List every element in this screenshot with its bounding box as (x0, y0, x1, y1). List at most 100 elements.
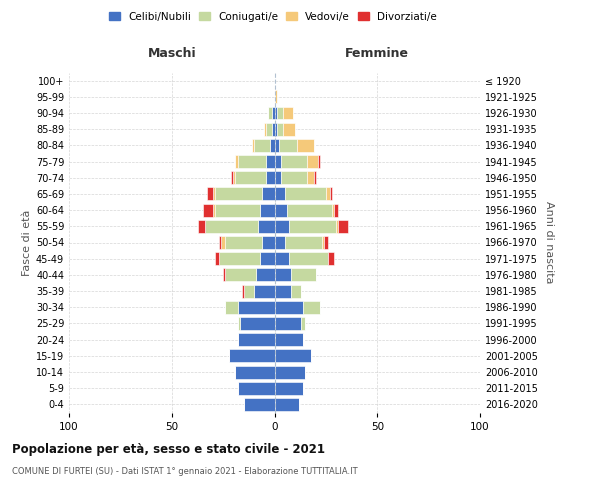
Bar (275, 398, 299, 411)
Bar (225, 268, 256, 281)
Bar (283, 122, 295, 136)
Bar (275, 333, 303, 346)
Bar (238, 382, 275, 394)
Bar (252, 139, 254, 152)
Bar (275, 284, 291, 298)
Bar (258, 220, 275, 233)
Bar (266, 155, 275, 168)
Bar (289, 252, 328, 265)
Legend: Celibi/Nubili, Coniugati/e, Vedovi/e, Divorziati/e: Celibi/Nubili, Coniugati/e, Vedovi/e, Di… (105, 8, 441, 26)
Bar (324, 236, 328, 249)
Bar (260, 204, 275, 216)
Bar (336, 220, 338, 233)
Bar (314, 172, 316, 184)
Bar (268, 106, 272, 120)
Bar (260, 252, 275, 265)
Bar (272, 106, 275, 120)
Bar (285, 188, 326, 200)
Bar (322, 236, 324, 249)
Bar (275, 106, 277, 120)
Y-axis label: Anni di nascita: Anni di nascita (544, 201, 554, 283)
Bar (275, 172, 281, 184)
Bar (275, 382, 303, 394)
Y-axis label: Fasce di età: Fasce di età (22, 210, 32, 276)
Bar (275, 220, 289, 233)
Bar (275, 122, 277, 136)
Bar (264, 122, 266, 136)
Bar (219, 236, 221, 249)
Bar (238, 155, 266, 168)
Bar (206, 188, 213, 200)
Bar (285, 236, 322, 249)
Bar (221, 236, 225, 249)
Bar (283, 106, 293, 120)
Bar (235, 172, 266, 184)
Bar (244, 398, 275, 411)
Bar (275, 252, 289, 265)
Bar (307, 172, 314, 184)
Bar (278, 139, 297, 152)
Bar (338, 220, 349, 233)
Bar (271, 139, 275, 152)
Bar (275, 188, 285, 200)
Bar (307, 155, 317, 168)
Bar (262, 188, 275, 200)
Text: Femmine: Femmine (345, 46, 409, 60)
Bar (291, 284, 301, 298)
Bar (225, 236, 262, 249)
Bar (297, 139, 314, 152)
Bar (229, 350, 275, 362)
Bar (317, 155, 320, 168)
Bar (213, 204, 215, 216)
Bar (275, 236, 285, 249)
Bar (277, 122, 283, 136)
Bar (235, 155, 238, 168)
Bar (238, 317, 239, 330)
Bar (303, 301, 320, 314)
Bar (334, 204, 338, 216)
Bar (275, 350, 311, 362)
Bar (287, 204, 332, 216)
Bar (215, 252, 219, 265)
Bar (215, 188, 262, 200)
Bar (203, 204, 213, 216)
Bar (205, 220, 258, 233)
Text: COMUNE DI FURTEI (SU) - Dati ISTAT 1° gennaio 2021 - Elaborazione TUTTITALIA.IT: COMUNE DI FURTEI (SU) - Dati ISTAT 1° ge… (12, 468, 358, 476)
Bar (326, 188, 330, 200)
Bar (277, 106, 283, 120)
Bar (254, 284, 275, 298)
Bar (328, 252, 334, 265)
Bar (215, 204, 260, 216)
Bar (266, 122, 272, 136)
Bar (275, 155, 281, 168)
Bar (275, 301, 303, 314)
Bar (281, 172, 307, 184)
Bar (275, 204, 287, 216)
Bar (232, 172, 233, 184)
Bar (301, 317, 305, 330)
Bar (219, 252, 260, 265)
Bar (262, 236, 275, 249)
Bar (291, 268, 316, 281)
Bar (281, 155, 307, 168)
Bar (256, 268, 275, 281)
Bar (238, 333, 275, 346)
Bar (266, 172, 275, 184)
Bar (244, 284, 254, 298)
Bar (213, 188, 215, 200)
Bar (225, 301, 238, 314)
Bar (272, 122, 275, 136)
Bar (239, 317, 275, 330)
Bar (235, 366, 275, 378)
Bar (275, 366, 305, 378)
Bar (275, 139, 278, 152)
Bar (242, 284, 244, 298)
Bar (275, 317, 301, 330)
Bar (223, 268, 225, 281)
Bar (289, 220, 336, 233)
Bar (238, 301, 275, 314)
Text: Maschi: Maschi (148, 46, 196, 60)
Bar (199, 220, 205, 233)
Bar (330, 188, 332, 200)
Bar (275, 268, 291, 281)
